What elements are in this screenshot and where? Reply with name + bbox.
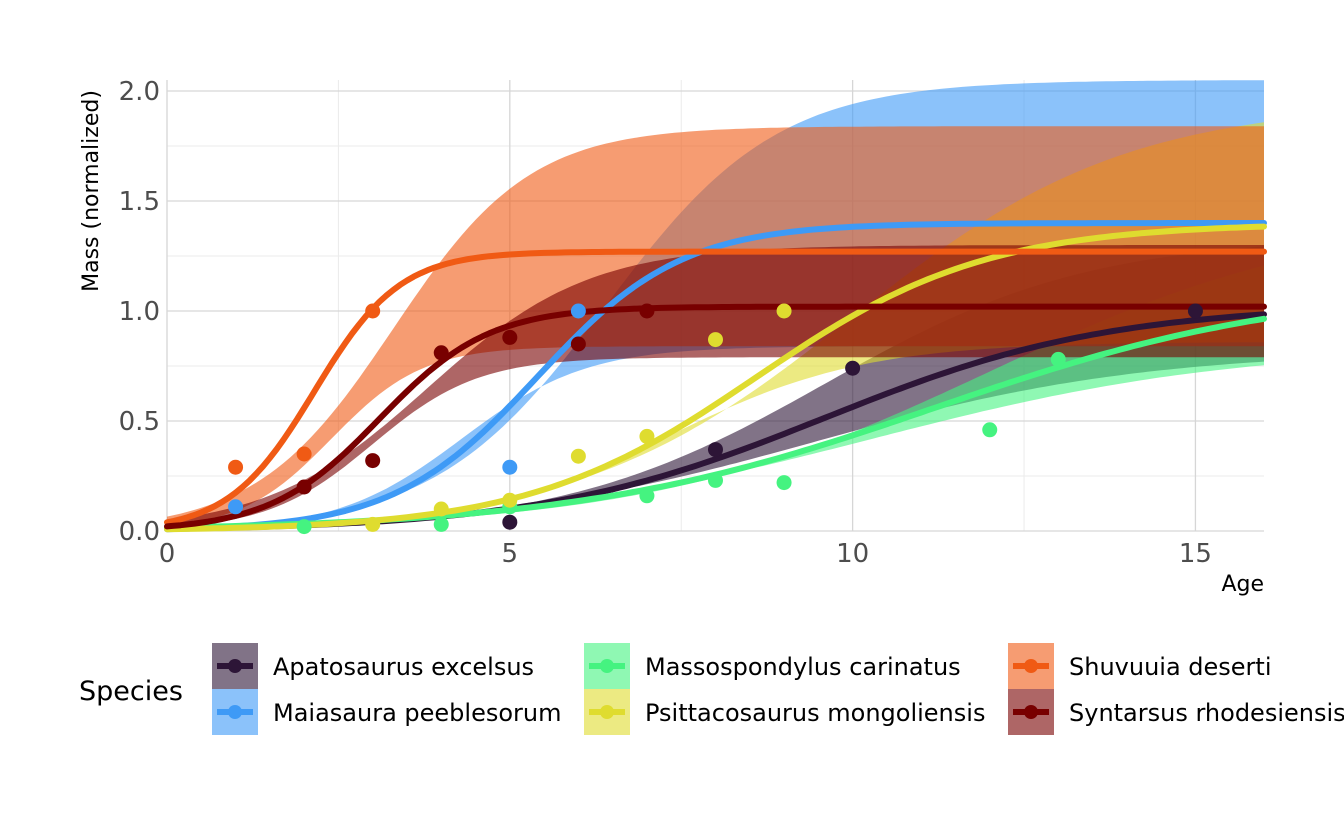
point-apatosaurus-excelsus bbox=[845, 360, 861, 376]
point-shuvuuia-deserti bbox=[365, 303, 381, 319]
y-tick-label: 2.0 bbox=[119, 77, 160, 107]
legend-key-point bbox=[1024, 705, 1038, 719]
y-tick-label: 0.5 bbox=[119, 407, 160, 437]
point-psittacosaurus-mongoliensis bbox=[776, 303, 792, 319]
point-massospondylus-carinatus bbox=[776, 475, 792, 491]
x-tick-label: 15 bbox=[1179, 539, 1212, 569]
point-psittacosaurus-mongoliensis bbox=[570, 448, 586, 464]
legend-label: Psittacosaurus mongoliensis bbox=[645, 699, 985, 727]
curve-shuvuuia-deserti bbox=[164, 248, 1267, 526]
point-massospondylus-carinatus bbox=[708, 472, 723, 488]
point-massospondylus-carinatus bbox=[296, 519, 312, 535]
x-tick-label: 5 bbox=[502, 539, 519, 569]
x-tick-label: 0 bbox=[159, 539, 176, 569]
legend-label: Maiasaura peeblesorum bbox=[273, 699, 562, 727]
point-psittacosaurus-mongoliensis bbox=[502, 492, 518, 508]
point-syntarsus-rhodesiensis bbox=[365, 453, 381, 469]
legend-key-point bbox=[1024, 659, 1038, 673]
legend-key-point bbox=[600, 705, 614, 719]
point-massospondylus-carinatus bbox=[1050, 351, 1066, 367]
legend-item-syntarsus-rhodesiensis: Syntarsus rhodesiensis bbox=[1008, 689, 1344, 735]
point-syntarsus-rhodesiensis bbox=[296, 479, 312, 495]
curve-syntarsus-rhodesiensis bbox=[164, 303, 1267, 530]
point-syntarsus-rhodesiensis bbox=[433, 345, 449, 361]
band-syntarsus-rhodesiensis bbox=[167, 245, 1264, 528]
point-maiasaura-peeblesorum bbox=[502, 459, 518, 475]
y-tick-label: 1.0 bbox=[119, 297, 160, 327]
x-axis-ticks: 0 5 10 15 bbox=[159, 539, 1212, 569]
legend: Species Apatosaurus excelsus Maiasaura pe… bbox=[79, 643, 1344, 735]
legend-item-massospondylus-carinatus: Massospondylus carinatus bbox=[584, 643, 961, 689]
point-shuvuuia-deserti bbox=[296, 446, 312, 462]
point-psittacosaurus-mongoliensis bbox=[365, 516, 381, 532]
point-syntarsus-rhodesiensis bbox=[639, 303, 655, 319]
point-apatosaurus-excelsus bbox=[708, 442, 723, 458]
curve-psittacosaurus-mongoliensis bbox=[164, 223, 1267, 533]
point-psittacosaurus-mongoliensis bbox=[433, 501, 449, 517]
point-apatosaurus-excelsus bbox=[1187, 303, 1203, 319]
legend-label: Massospondylus carinatus bbox=[645, 653, 961, 681]
y-tick-label: 1.5 bbox=[119, 187, 160, 217]
legend-item-shuvuuia-deserti: Shuvuuia deserti bbox=[1008, 643, 1272, 689]
point-syntarsus-rhodesiensis bbox=[502, 329, 518, 345]
legend-label: Shuvuuia deserti bbox=[1069, 653, 1272, 681]
legend-key-point bbox=[228, 659, 242, 673]
point-psittacosaurus-mongoliensis bbox=[708, 332, 723, 348]
curve-maiasaura-peeblesorum bbox=[164, 220, 1267, 533]
point-maiasaura-peeblesorum bbox=[228, 499, 244, 515]
y-axis-title: Mass (normalized) bbox=[79, 90, 104, 292]
point-massospondylus-carinatus bbox=[639, 488, 655, 504]
point-psittacosaurus-mongoliensis bbox=[639, 428, 655, 444]
observed-points bbox=[228, 303, 1203, 535]
point-massospondylus-carinatus bbox=[433, 516, 449, 532]
y-tick-label: 0.0 bbox=[119, 517, 160, 547]
legend-label: Apatosaurus excelsus bbox=[273, 653, 534, 681]
legend-item-apatosaurus-excelsus: Apatosaurus excelsus bbox=[212, 643, 534, 689]
point-shuvuuia-deserti bbox=[228, 459, 244, 475]
y-axis-ticks: 0.0 0.5 1.0 1.5 2.0 bbox=[119, 77, 160, 547]
point-apatosaurus-excelsus bbox=[502, 514, 518, 530]
point-syntarsus-rhodesiensis bbox=[570, 336, 586, 352]
point-maiasaura-peeblesorum bbox=[570, 303, 586, 319]
x-axis-title: Age bbox=[1221, 572, 1264, 597]
legend-key-point bbox=[228, 705, 242, 719]
legend-item-psittacosaurus-mongoliensis: Psittacosaurus mongoliensis bbox=[584, 689, 985, 735]
legend-title: Species bbox=[79, 676, 183, 707]
x-tick-label: 10 bbox=[836, 539, 869, 569]
legend-label: Syntarsus rhodesiensis bbox=[1069, 699, 1344, 727]
legend-item-maiasaura-peeblesorum: Maiasaura peeblesorum bbox=[212, 689, 562, 735]
band-massospondylus-carinatus bbox=[167, 265, 1264, 529]
point-massospondylus-carinatus bbox=[982, 422, 998, 438]
legend-key-point bbox=[600, 659, 614, 673]
